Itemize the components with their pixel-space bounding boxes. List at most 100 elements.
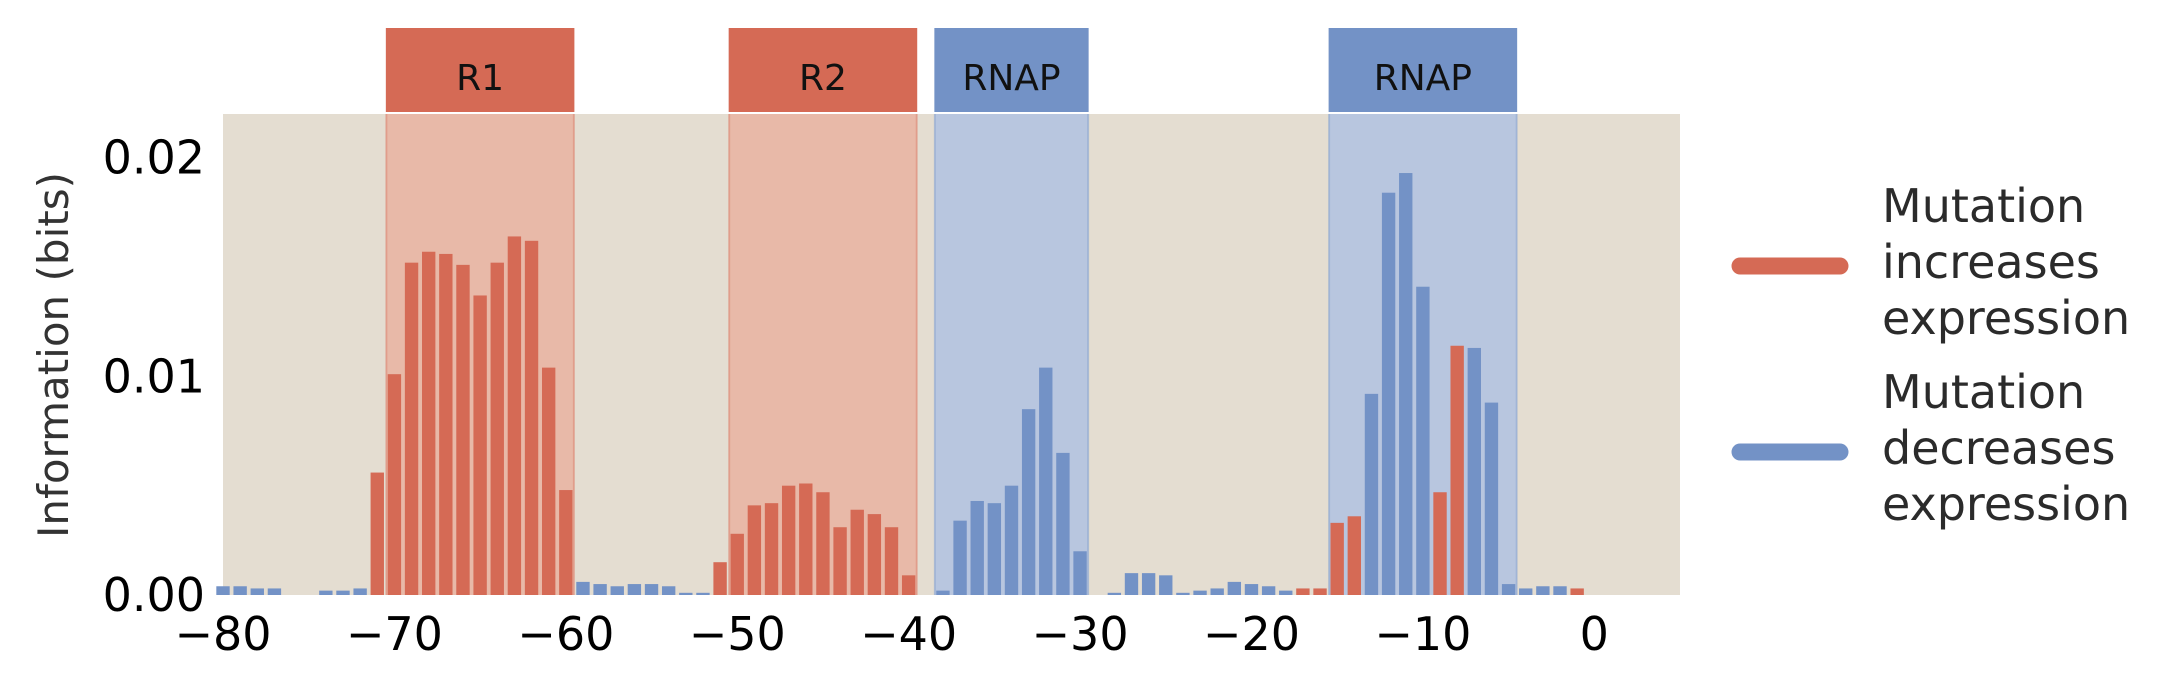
bar (1141, 573, 1156, 595)
bar (593, 584, 607, 595)
bar (456, 264, 470, 595)
bar (1553, 586, 1567, 595)
bar (250, 588, 264, 595)
bar (1244, 584, 1259, 595)
x-axis: −80 −70 −60 −50 −40 −30 −20 −10 0 (174, 607, 1608, 661)
bar (987, 503, 1002, 595)
bar (1381, 192, 1396, 595)
region-labels-layer: R1 R2 RNAP RNAP (385, 28, 1518, 112)
y-tick-label: 0.02 (103, 131, 205, 185)
bar (1227, 581, 1242, 595)
bar (353, 588, 367, 595)
region-label: R1 (456, 58, 504, 99)
bar (1313, 588, 1327, 595)
bar (884, 527, 899, 595)
bar (1004, 485, 1019, 595)
bar (1399, 173, 1413, 596)
y-tick-label: 0.00 (103, 568, 205, 622)
region-header-box (728, 28, 918, 112)
region-edge (1087, 114, 1090, 595)
legend-label: Mutation (1882, 179, 2085, 233)
bar (781, 485, 796, 595)
bar (507, 236, 522, 595)
bar (387, 374, 402, 595)
x-tick-label: 0 (1580, 607, 1609, 661)
region-edge (572, 114, 575, 595)
bar (730, 533, 744, 595)
bar (1193, 590, 1207, 595)
bar (799, 483, 813, 595)
x-tick-label: −40 (860, 607, 957, 661)
region-edge (1328, 114, 1331, 595)
bar (1536, 586, 1550, 595)
bar (1330, 522, 1344, 595)
bar (661, 586, 676, 595)
bar (541, 367, 556, 595)
bar (1433, 492, 1447, 595)
region-header-box (385, 28, 575, 112)
x-tick-label: −20 (1203, 607, 1300, 661)
bar (747, 505, 762, 595)
x-tick-label: −80 (174, 607, 271, 661)
bar (233, 586, 247, 595)
region-header-box (1328, 28, 1518, 112)
bar (336, 590, 350, 595)
bar (1039, 367, 1053, 595)
bar (627, 584, 642, 595)
legend-label: decreases (1882, 421, 2115, 475)
y-axis: 0.00 0.01 0.02 (103, 131, 205, 622)
bar (1159, 575, 1173, 595)
legend-label: expression (1882, 291, 2130, 345)
region-header-box (934, 28, 1089, 112)
bar (490, 262, 504, 595)
bar (216, 586, 230, 595)
region-edge (1515, 114, 1518, 595)
x-tick-label: −10 (1374, 607, 1471, 661)
x-tick-label: −50 (689, 607, 786, 661)
legend-label: Mutation (1882, 365, 2085, 419)
region-label: RNAP (1374, 58, 1472, 99)
bar (422, 251, 436, 595)
bar (696, 592, 710, 595)
bar (1450, 345, 1464, 595)
y-tick-label: 0.01 (103, 349, 205, 403)
bar (473, 295, 487, 595)
bar (524, 240, 539, 596)
bar (1467, 347, 1481, 595)
bar (1021, 409, 1036, 595)
bar (1073, 551, 1087, 595)
bar (816, 492, 830, 595)
bar (610, 586, 624, 595)
bar (970, 500, 984, 595)
region-label: R2 (799, 58, 847, 99)
x-tick-label: −30 (1032, 607, 1129, 661)
bar (850, 509, 864, 595)
region-edge (933, 114, 936, 595)
bar (1124, 573, 1139, 595)
bar (1056, 452, 1070, 595)
region-edge (728, 114, 731, 595)
bars-layer (216, 173, 1584, 596)
bar (644, 584, 659, 595)
bar (319, 590, 333, 595)
region-edge (915, 114, 918, 595)
region-label: RNAP (962, 58, 1060, 99)
bar (267, 588, 282, 595)
bar (1261, 586, 1276, 595)
bar (936, 590, 950, 595)
bar (439, 253, 453, 595)
legend-label: increases (1882, 235, 2100, 289)
region-edge (385, 114, 388, 595)
bar (1107, 592, 1122, 595)
bar (1210, 588, 1224, 595)
legend-label: expression (1882, 477, 2130, 531)
x-tick-label: −60 (517, 607, 614, 661)
bar (1519, 588, 1533, 595)
bar (1296, 588, 1310, 595)
bar (867, 514, 882, 595)
legend: MutationincreasesexpressionMutationdecre… (1731, 179, 2130, 531)
bar (901, 575, 916, 595)
